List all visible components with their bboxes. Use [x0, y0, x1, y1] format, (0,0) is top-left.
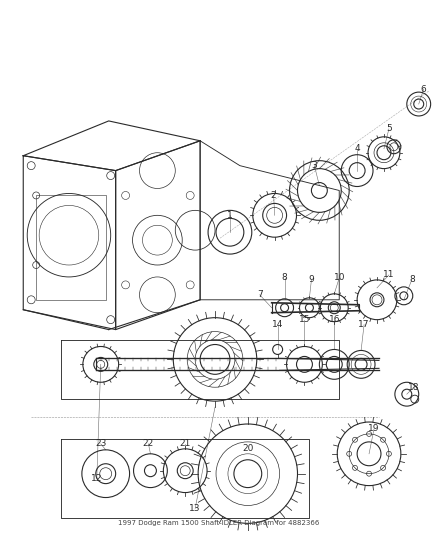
Text: 11: 11 — [382, 270, 394, 279]
Text: 2: 2 — [270, 191, 276, 200]
Text: 1: 1 — [226, 211, 232, 220]
Text: 17: 17 — [357, 320, 369, 329]
Text: 5: 5 — [385, 124, 391, 133]
Text: 8: 8 — [408, 276, 414, 285]
Text: 19: 19 — [367, 424, 379, 433]
Text: 16: 16 — [328, 315, 339, 324]
Text: 9: 9 — [308, 276, 314, 285]
Text: 1997 Dodge Ram 1500 Shaft-IDLER Diagram for 4882366: 1997 Dodge Ram 1500 Shaft-IDLER Diagram … — [118, 520, 319, 527]
Text: 4: 4 — [353, 144, 359, 154]
Text: 13: 13 — [189, 504, 201, 513]
Text: 14: 14 — [271, 320, 283, 329]
Bar — [36, 196, 106, 300]
Text: 20: 20 — [242, 445, 253, 454]
Text: 18: 18 — [407, 383, 419, 392]
Text: 7: 7 — [256, 290, 262, 300]
Text: 10: 10 — [333, 273, 344, 282]
Text: 6: 6 — [420, 85, 426, 94]
Text: 21: 21 — [179, 439, 191, 448]
Text: 12: 12 — [91, 474, 102, 483]
Text: 3: 3 — [311, 161, 317, 170]
Text: 22: 22 — [142, 439, 154, 448]
Text: 23: 23 — [95, 439, 106, 448]
Text: 15: 15 — [298, 315, 310, 324]
Text: 8: 8 — [281, 273, 287, 282]
